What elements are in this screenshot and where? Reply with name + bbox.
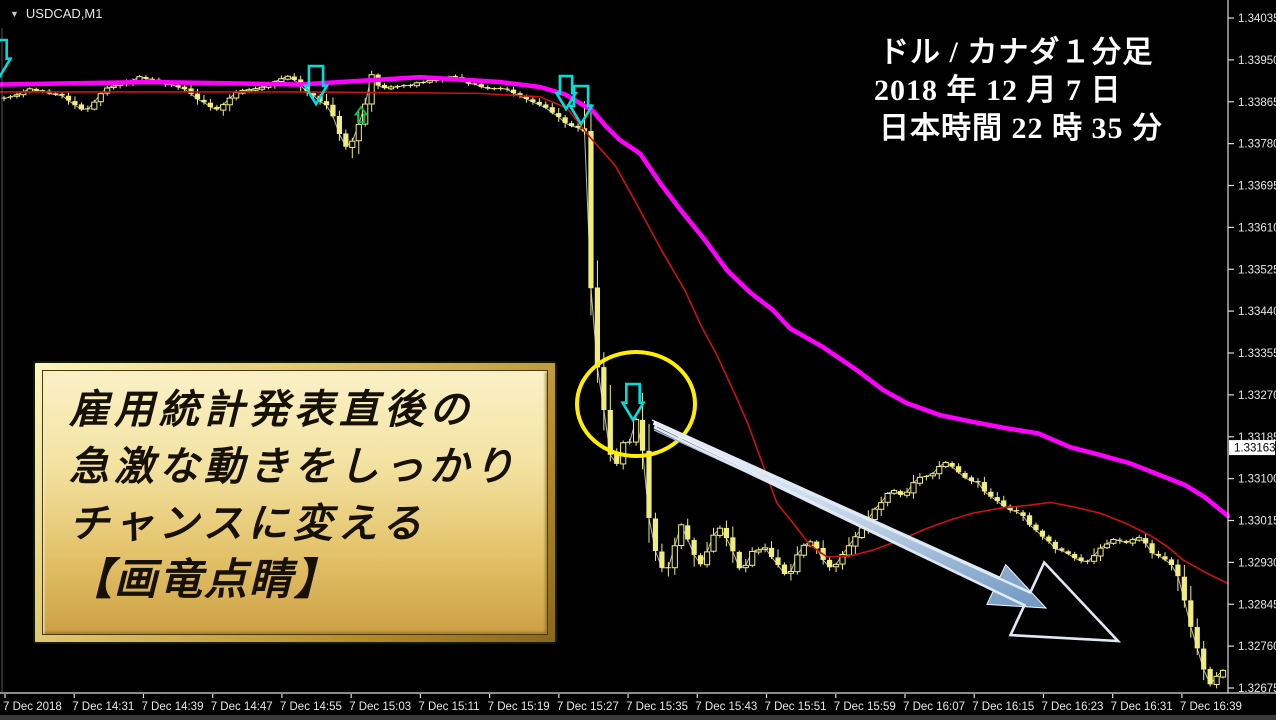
current-price-tag: 1.33163 — [1229, 440, 1276, 456]
promo-banner-inner: 雇用統計発表直後の 急激な動きをしっかり チャンスに変える 【画竜点睛】 — [42, 370, 548, 635]
svg-text:7 Dec 15:11: 7 Dec 15:11 — [418, 701, 479, 713]
sell-arrow-markers — [0, 38, 646, 423]
banner-line-3: チャンスに変える — [69, 501, 427, 546]
symbol-dropdown[interactable]: ▼ USDCAD,M1 — [10, 6, 103, 21]
svg-text:1.34035: 1.34035 — [1238, 13, 1276, 25]
svg-text:1.33270: 1.33270 — [1238, 390, 1276, 402]
price-axis: 1.34035 1.33950 1.33865 1.33780 1.33695 1.336… — [1228, 13, 1276, 695]
svg-text:7 Dec 15:51: 7 Dec 15:51 — [765, 701, 827, 713]
svg-text:7 Dec 15:35: 7 Dec 15:35 — [626, 701, 688, 713]
svg-text:7 Dec 15:19: 7 Dec 15:19 — [488, 701, 550, 713]
chevron-down-icon: ▼ — [10, 8, 19, 19]
svg-text:7 Dec 15:27: 7 Dec 15:27 — [557, 701, 619, 713]
svg-text:1.33695: 1.33695 — [1238, 181, 1276, 193]
svg-text:7 Dec 2018: 7 Dec 2018 — [3, 701, 62, 713]
banner-line-4: 【画竜点睛】 — [69, 557, 339, 604]
caption-block: ドル / カナダ１分足 2018 年 12 月 7 日 日本時間 22 時 35… — [874, 34, 1163, 148]
bottom-edge-strip — [0, 715, 1276, 720]
caption-line-3: 日本時間 22 時 35 分 — [879, 112, 1163, 145]
buy-arrow-markers — [353, 105, 369, 123]
svg-text:1.33610: 1.33610 — [1238, 222, 1276, 234]
svg-text:1.33440: 1.33440 — [1238, 306, 1276, 318]
caption-line-2: 2018 年 12 月 7 日 — [874, 74, 1122, 107]
svg-text:1.32760: 1.32760 — [1238, 641, 1276, 653]
banner-line-1: 雇用統計発表直後の — [69, 387, 474, 432]
caption-line-1: ドル / カナダ１分足 — [879, 36, 1154, 69]
ma-slow-magenta-line — [0, 74, 1231, 519]
svg-text:1.32845: 1.32845 — [1238, 599, 1276, 611]
svg-text:7 Dec 15:03: 7 Dec 15:03 — [349, 701, 411, 713]
svg-text:1.32675: 1.32675 — [1238, 683, 1276, 695]
candles-layer — [1, 70, 1227, 689]
svg-text:7 Dec 14:31: 7 Dec 14:31 — [72, 701, 134, 713]
svg-text:7 Dec 15:59: 7 Dec 15:59 — [834, 701, 896, 713]
svg-text:1.33525: 1.33525 — [1238, 264, 1276, 276]
svg-text:1.33015: 1.33015 — [1238, 516, 1276, 528]
svg-text:1.33950: 1.33950 — [1238, 55, 1276, 67]
svg-text:7 Dec 14:39: 7 Dec 14:39 — [141, 701, 203, 713]
trend-arrow — [651, 419, 1122, 643]
close-line — [3, 73, 1224, 686]
svg-text:1.33100: 1.33100 — [1238, 474, 1276, 486]
ma-fast-red-line — [0, 91, 1228, 584]
symbol-label: USDCAD,M1 — [25, 6, 103, 21]
highlight-circle — [575, 350, 697, 458]
svg-text:7 Dec 16:31: 7 Dec 16:31 — [1111, 701, 1173, 713]
svg-text:7 Dec 15:43: 7 Dec 15:43 — [695, 701, 757, 713]
svg-text:1.32930: 1.32930 — [1238, 557, 1276, 569]
svg-text:1.33163: 1.33163 — [1234, 443, 1276, 455]
promo-banner: 雇用統計発表直後の 急激な動きをしっかり チャンスに変える 【画竜点睛】 — [33, 361, 557, 644]
banner-line-2: 急激な動きをしっかり — [69, 444, 519, 489]
svg-text:7 Dec 16:07: 7 Dec 16:07 — [903, 701, 965, 713]
svg-text:7 Dec 16:15: 7 Dec 16:15 — [972, 701, 1034, 713]
svg-text:1.33865: 1.33865 — [1238, 97, 1276, 109]
svg-text:7 Dec 14:47: 7 Dec 14:47 — [211, 701, 273, 713]
svg-text:1.33780: 1.33780 — [1238, 139, 1276, 151]
svg-text:7 Dec 14:55: 7 Dec 14:55 — [280, 701, 342, 713]
chart-frame — [0, 0, 1276, 694]
time-axis: 7 Dec 2018 7 Dec 14:31 7 Dec 14:39 7 Dec 14… — [3, 694, 1242, 713]
svg-text:7 Dec 16:39: 7 Dec 16:39 — [1180, 701, 1242, 713]
svg-text:1.33355: 1.33355 — [1238, 348, 1276, 360]
svg-text:7 Dec 16:23: 7 Dec 16:23 — [1041, 701, 1103, 713]
